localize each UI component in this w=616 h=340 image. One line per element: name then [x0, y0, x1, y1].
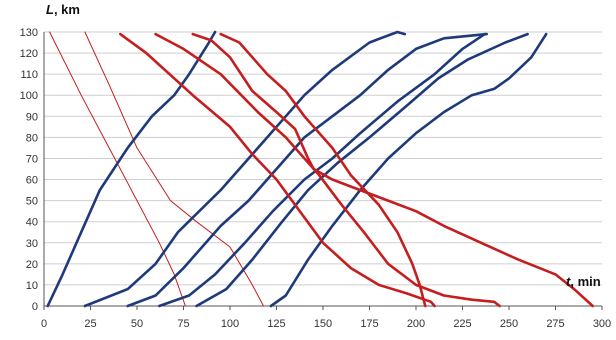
series-inbound-2 — [84, 31, 264, 307]
x-tick-label-100: 100 — [221, 318, 239, 330]
x-axis-unit: , min — [570, 274, 600, 289]
y-tick-label-110: 110 — [20, 69, 38, 81]
y-axis-variable: L — [46, 2, 54, 17]
y-tick-label-30: 30 — [26, 238, 38, 250]
series-inbound-11 — [191, 32, 595, 308]
x-tick-label-150: 150 — [314, 318, 332, 330]
series-outbound-6 — [158, 32, 487, 308]
series-outbound-7 — [195, 32, 529, 308]
x-tick-labels: 0 25 50 75 100 125 150 175 200 225 250 275 300 — [41, 306, 611, 330]
x-tick-label-0: 0 — [41, 318, 47, 330]
series-lines — [46, 30, 595, 308]
x-tick-label-225: 225 — [453, 318, 471, 330]
x-tick-label-200: 200 — [407, 318, 425, 330]
y-tick-label-130: 130 — [20, 27, 38, 39]
y-tick-label-50: 50 — [26, 196, 38, 208]
series-outbound-5 — [126, 32, 489, 308]
series-inbound-9 — [119, 32, 436, 308]
y-tick-label-70: 70 — [26, 153, 38, 165]
series-outbound-8 — [269, 32, 548, 308]
y-tick-label-20: 20 — [26, 259, 38, 271]
axes — [43, 32, 602, 307]
y-tick-label-40: 40 — [26, 217, 38, 229]
x-axis-title: t, min — [566, 274, 601, 289]
series-inbound-10 — [154, 32, 502, 308]
x-tick-label-75: 75 — [177, 318, 189, 330]
y-tick-label-60: 60 — [26, 175, 38, 187]
series-inbound-12 — [219, 32, 427, 308]
y-tick-label-100: 100 — [20, 90, 38, 102]
y-tick-label-10: 10 — [26, 280, 38, 292]
series-outbound-3 — [46, 30, 217, 308]
series-inbound-1 — [49, 31, 186, 307]
y-axis-title: L, km — [46, 2, 80, 17]
y-tick-labels: 0 10 20 30 40 50 60 70 80 90 100 110 120 130 — [20, 27, 38, 313]
y-tick-label-90: 90 — [26, 111, 38, 123]
x-tick-label-300: 300 — [593, 318, 611, 330]
x-axis-variable: t — [566, 274, 571, 289]
x-tick-label-250: 250 — [500, 318, 518, 330]
y-tick-label-0: 0 — [32, 301, 38, 313]
x-tick-label-125: 125 — [267, 318, 285, 330]
x-tick-label-175: 175 — [360, 318, 378, 330]
x-tick-label-25: 25 — [84, 318, 96, 330]
x-tick-label-275: 275 — [546, 318, 564, 330]
y-tick-label-120: 120 — [20, 48, 38, 60]
y-axis-unit: , km — [54, 2, 80, 17]
x-tick-label-50: 50 — [131, 318, 143, 330]
y-tick-label-80: 80 — [26, 132, 38, 144]
series-outbound-4 — [83, 30, 407, 308]
